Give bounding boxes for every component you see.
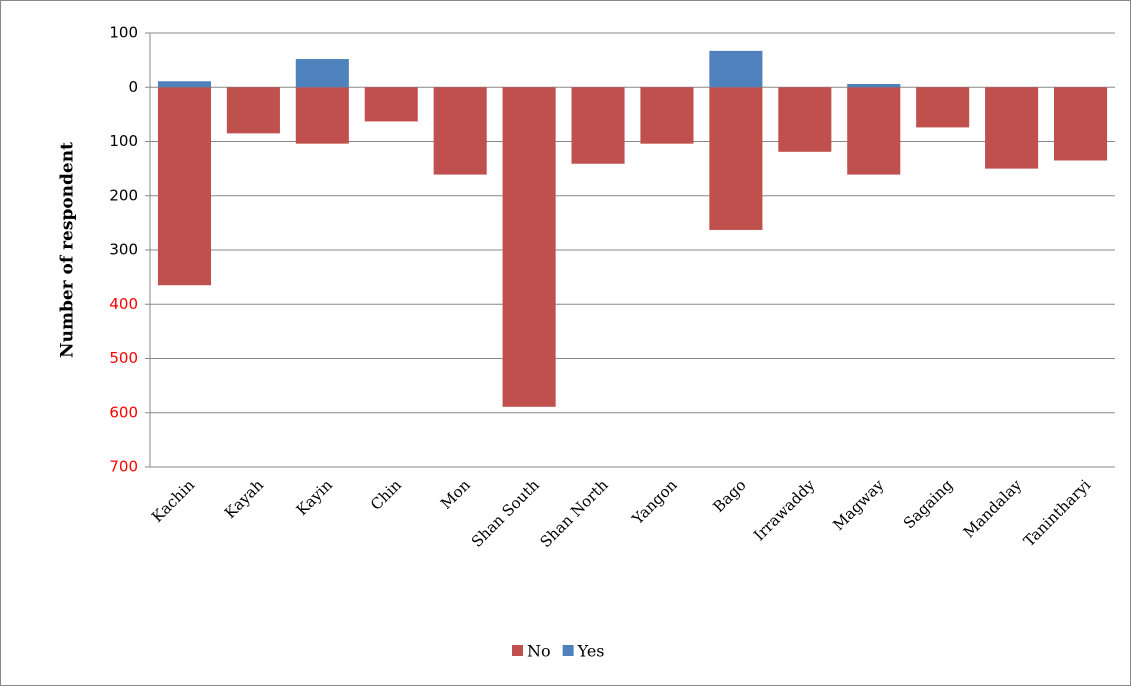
bar [709,50,763,88]
bar [1053,87,1108,161]
bar [847,87,901,175]
legend-swatch [512,645,523,656]
y-tick-label: 500 [109,349,138,367]
y-tick-label: 200 [109,186,138,204]
legend-label: Yes [577,642,605,661]
y-axis-title: Number of respondent [58,142,78,358]
legend-swatch [562,645,574,656]
bar [709,87,763,230]
bar [985,87,1039,169]
bar [226,87,280,134]
y-tick-label: 100 [109,132,138,150]
bar [157,81,212,88]
y-tick-label: 100 [109,24,138,42]
y-tick-label: 400 [109,295,138,313]
bar [157,87,212,286]
bar [640,87,694,144]
bar [916,87,970,128]
y-tick-label: 0 [128,78,138,96]
bar [295,87,349,144]
bar [433,87,487,175]
bar [364,87,418,122]
y-tick-label: 600 [109,403,138,421]
bar [778,87,832,152]
bar [847,83,901,88]
y-tick-label: 700 [109,458,138,476]
y-tick-label: 300 [109,241,138,259]
bar [295,59,349,88]
legend-label: No [527,642,551,661]
bar [571,87,625,164]
bar [502,87,556,407]
